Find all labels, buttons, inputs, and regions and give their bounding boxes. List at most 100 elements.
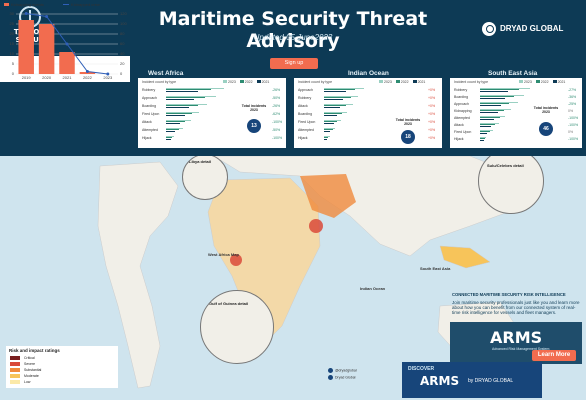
incident-bar [480, 124, 495, 126]
incident-bar [166, 120, 191, 122]
region-label-west-africa: West Africa Map [208, 252, 239, 257]
discover-arms-banner[interactable]: DISCOVER ARMS by DRYAD GLOBAL [402, 362, 542, 398]
incident-bar [480, 130, 493, 132]
incident-bar [166, 112, 200, 114]
incident-bar [480, 123, 499, 125]
risk-label: Critical [24, 356, 35, 360]
legend-swatch-2023 [379, 80, 383, 83]
panel-legend: 2023 2022 2021 [220, 80, 269, 84]
incident-bar [480, 132, 487, 134]
incident-category: Attack [142, 120, 152, 124]
discover-label: DISCOVER [408, 366, 435, 372]
incident-category: Boarding [142, 104, 157, 108]
incident-pct: +0% [428, 136, 436, 140]
arms-text: Join maritime security professionals jus… [452, 300, 580, 315]
incident-category: Approach [298, 88, 313, 92]
y-tick-right: 60 [120, 41, 125, 46]
incident-bar [480, 111, 498, 113]
incident-bar [166, 129, 179, 131]
incident-pct: +0% [428, 112, 436, 116]
sea-title: South East Asia [488, 70, 538, 77]
arms-card[interactable]: ARMS Advanced Risk Management System Lea… [450, 322, 582, 364]
incident-pct: +0% [428, 120, 436, 124]
region-label-indian-ocean: Indian Ocean [360, 286, 386, 291]
incident-bar [324, 96, 359, 98]
legend-swatch-2022 [535, 80, 540, 83]
page-title: Maritime Security Threat Advisory [158, 8, 428, 52]
incident-bar [324, 106, 340, 108]
incident-pct: +0% [428, 128, 436, 132]
incident-pct: +0% [428, 88, 436, 92]
legend-2023: 2023 [524, 80, 532, 84]
incident-pct: -100% [272, 120, 283, 124]
total-label: Total incidents 2023 [241, 104, 267, 112]
updated-date: Updated 05 June2023 [253, 33, 333, 42]
incident-bar [480, 102, 518, 104]
risk-swatch [10, 380, 20, 384]
y-tick-right: 40 [120, 51, 125, 56]
incident-bar [480, 118, 494, 120]
y-tick-right: 20 [120, 61, 125, 66]
middle-east-highlight [300, 174, 356, 218]
incident-bar [480, 138, 485, 140]
incident-bar [324, 98, 344, 100]
incident-bar [324, 130, 331, 132]
y-tick-left: 10 [10, 51, 15, 56]
crew-point [85, 70, 89, 73]
west-africa-panel: Incident count by type 2023 2022 2021 Ro… [138, 78, 286, 148]
arms-subtitle: Advanced Risk Management System [492, 347, 550, 351]
risk-swatch [10, 362, 20, 366]
inset-libya-label: Libya detail [189, 159, 212, 164]
social-link-linkedin[interactable]: Dryad Global [328, 375, 398, 380]
kidnap-bar [18, 20, 34, 74]
legend-swatch-2023 [519, 80, 523, 83]
incident-category: Approach [142, 96, 157, 100]
legend-2021: 2021 [557, 80, 566, 84]
incident-bar [480, 88, 530, 90]
x-tick: 2021 [63, 75, 73, 80]
west-africa-title: West Africa [148, 70, 184, 77]
signup-button[interactable]: Sign up [270, 58, 318, 69]
incident-category: Fired Upon [454, 130, 472, 134]
inset-libya[interactable]: Libya detail [182, 156, 228, 200]
incident-category: Attack [454, 123, 464, 127]
risk-swatch [10, 368, 20, 372]
map-svg [97, 156, 521, 389]
kidnap-bar [59, 52, 75, 74]
social-link-twitter[interactable]: @dryadglobal [328, 368, 398, 373]
incident-category: Boarding [454, 95, 469, 99]
kidnapping-legend: Kidnapping events Kidnapped crew [4, 2, 100, 7]
dryad-global-logo[interactable]: DRYAD GLOBAL [482, 22, 582, 38]
incident-bar [480, 117, 500, 119]
incident-bar [324, 129, 333, 131]
incident-bar [324, 114, 337, 116]
y-tick-left: 5 [12, 61, 15, 66]
incident-category: Robbery [142, 88, 156, 92]
legend-swatch-2022 [395, 80, 400, 83]
x-tick: 2020 [42, 75, 52, 80]
legend-2023: 2023 [384, 80, 392, 84]
americas-landmass [97, 161, 179, 389]
discover-arms-logo: ARMS [420, 374, 460, 388]
incident-bar [480, 97, 505, 99]
y-tick-left: 30 [10, 11, 15, 16]
incident-bar [166, 90, 199, 92]
learn-more-button[interactable]: Learn More [532, 350, 576, 361]
incident-bar [166, 96, 216, 98]
incident-category: Attack [298, 104, 308, 108]
region-label-sea: South East Asia [420, 266, 451, 271]
incident-category: Fired Upon [298, 120, 316, 124]
incident-bar [324, 112, 347, 114]
risk-swatch [10, 374, 20, 378]
incident-bar [166, 114, 185, 116]
incident-bar [480, 89, 519, 91]
incident-category: Robbery [454, 88, 468, 92]
crew-point [45, 15, 49, 18]
incident-bar [166, 88, 224, 90]
risk-label: Severe [24, 362, 36, 366]
incident-bar [480, 95, 524, 97]
inset-sulu-celebes[interactable]: Sulu/Celebes detail [478, 156, 544, 214]
inset-gulf-guinea[interactable]: Gulf of Guinea detail [200, 290, 274, 364]
social-name: Dryad Global [335, 375, 356, 380]
crew-point [24, 12, 28, 15]
